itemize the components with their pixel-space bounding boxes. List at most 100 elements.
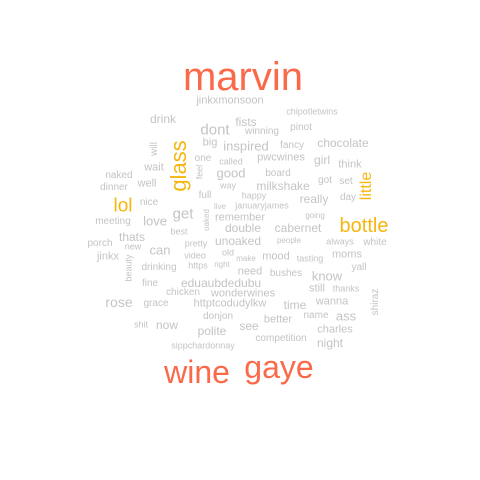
word-fists: fists [235,115,257,129]
word-see: see [239,319,259,333]
word-cabernet: cabernet [274,221,322,235]
word-httptcodudylkw: httptcodudylkw [193,297,267,310]
word-drinking: drinking [141,262,177,273]
word-make: make [236,254,256,263]
word-moms: moms [332,248,362,261]
word-well: well [137,177,157,190]
word-inspired: inspired [223,138,269,154]
word-chipotletwins: chipotletwins [286,106,338,117]
word-bushes: bushes [269,268,303,279]
word-need: need [237,265,263,278]
word-chicken: chicken [166,287,200,298]
word-eduaubdedubu: eduaubdedubu [180,276,262,290]
word-https: https [188,260,208,271]
word-sippchardonnay: sippchardonnay [171,340,235,351]
word-name: name [303,310,329,321]
word-live: live [213,202,227,211]
word-charles: charles [317,323,353,336]
word-feel: feel [194,164,205,180]
word-way: way [219,180,237,191]
word-always: always [326,236,354,247]
word-lol: lol [113,195,133,217]
word-girl: girl [313,153,331,167]
word-love: love [143,213,167,229]
word-white: white [363,237,387,248]
word-marvin: marvin [182,55,304,99]
word-board: board [265,168,291,179]
word-ass: ass [335,308,357,324]
word-right: right [214,260,230,269]
word-good: good [216,165,246,181]
word-fine: fine [141,278,159,289]
word-drink: drink [149,112,177,126]
word-gaye: gaye [244,349,314,385]
word-winning: winning [245,126,279,137]
word-called: called [219,156,243,167]
word-night: night [316,336,344,350]
word-going: going [305,211,325,220]
word-best: best [170,226,188,237]
word-pretty: pretty [184,238,208,249]
word-naked: naked [105,170,133,181]
word-thats: thats [118,230,146,244]
word-glass: glass [166,140,191,192]
word-bottle: bottle [339,215,389,237]
word-big: big [202,136,218,149]
word-wanna: wanna [315,295,349,308]
word-people: people [276,236,302,245]
word-tasting: tasting [296,253,324,264]
word-now: now [155,318,179,332]
word-got: got [318,175,332,186]
word-thanks: thanks [332,283,360,294]
word-still: still [309,282,325,295]
word-rose: rose [105,294,133,310]
word-fancy: fancy [280,140,304,151]
word-will: will [149,142,160,156]
word-mood: mood [262,250,290,263]
word-day: day [339,192,357,203]
word-set: set [339,176,353,187]
word-unoaked: unoaked [214,234,262,248]
word-think: think [338,158,362,171]
word-double: double [224,221,262,235]
word-jinkx: jinkx [96,250,120,263]
word-remember: remember [214,211,266,224]
word-get: get [172,205,194,223]
word-porch: porch [87,238,113,249]
word-shit: shit [133,319,149,330]
word-video: video [184,250,206,261]
word-oaked: oaked [202,209,211,231]
word-old: old [221,247,235,258]
word-little: little [358,171,375,201]
word-meeting: meeting [95,216,131,227]
word-milkshake: milkshake [256,179,310,193]
word-wonderwines: wonderwines [210,287,276,300]
word-beauty: beauty [123,254,134,282]
word-know: know [311,268,343,284]
word-pwcwines: pwcwines [257,151,305,164]
word-chocolate: chocolate [317,136,369,150]
word-new: new [124,241,142,252]
word-januaryjames: januaryjames [235,200,289,211]
word-dinner: dinner [100,182,128,193]
word-better: better [263,313,293,326]
word-really: really [299,192,329,206]
word-polite: polite [197,324,227,338]
word-happy: happy [241,190,267,201]
word-donjon: donjon [202,311,234,322]
word-pinot: pinot [290,122,312,133]
word-wait: wait [144,161,164,174]
word-time: time [283,298,307,312]
word-grace: grace [143,298,169,309]
word-jinkxmonsoon: jinkxmonsoon [196,94,264,107]
word-wine: wine [164,354,230,390]
word-competition: competition [255,333,307,344]
word-full: full [198,190,212,201]
word-shiraz: shiraz [370,288,381,316]
word-yall: yall [351,262,367,273]
word-one: one [194,153,212,164]
word-can: can [149,242,171,258]
word-nice: nice [139,197,159,208]
word-dont: dont [200,121,230,139]
